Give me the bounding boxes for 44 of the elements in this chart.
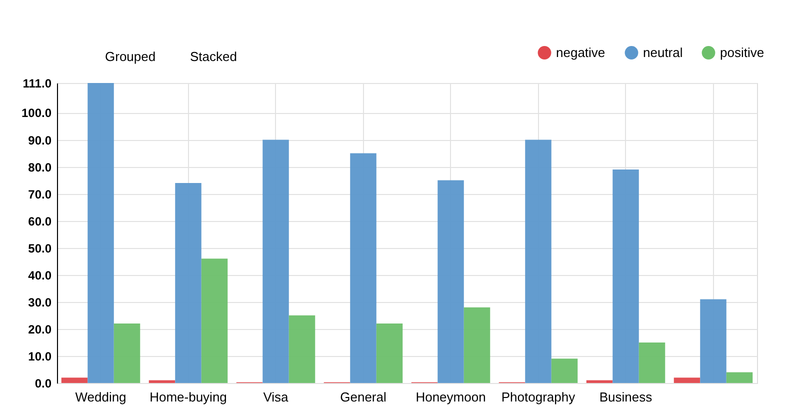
bar: [262, 140, 289, 383]
x-tick-label: Home-buying: [150, 390, 227, 404]
text: Grouped: [105, 49, 156, 64]
y-tick-label: 70.0: [28, 187, 52, 202]
y-tick-label: 80.0: [28, 160, 52, 174]
bar: [674, 378, 700, 383]
y-tick-label: 111.0: [22, 76, 52, 90]
bar: [114, 324, 140, 383]
y-tick-label: 40.0: [28, 268, 52, 282]
x-tick-label: Visa: [263, 390, 290, 404]
bar: [350, 153, 376, 383]
x-tick-label: General: [340, 390, 386, 404]
bar: [551, 358, 578, 383]
legend-label: positive: [720, 44, 764, 60]
legend-label: neutral: [643, 44, 683, 60]
x-tick-label: Honeymoon: [416, 390, 486, 404]
y-tick-label: 90.0: [28, 133, 52, 148]
bar: [586, 380, 613, 383]
y-tick-label: 100.0: [21, 106, 52, 120]
bar: [88, 83, 114, 383]
bar: [175, 183, 202, 383]
bar: [376, 324, 403, 383]
text: Stacked: [190, 49, 237, 64]
bar: [612, 169, 639, 383]
bar: [464, 307, 490, 383]
bar: [726, 372, 753, 383]
bar: [438, 180, 464, 383]
bar: [201, 258, 228, 383]
y-tick-label: 60.0: [28, 214, 52, 228]
y-tick-label: 50.0: [28, 241, 52, 256]
legend-label: negative: [556, 44, 606, 60]
bar: [148, 380, 176, 383]
y-tick-label: 30.0: [28, 295, 52, 310]
bar: [638, 342, 666, 383]
x-tick-label: Wedding: [75, 390, 126, 404]
x-tick-label: Business: [599, 390, 653, 404]
y-tick-label: 20.0: [28, 322, 52, 336]
bar: [61, 378, 88, 383]
bar: [525, 140, 552, 383]
x-tick-label: Photography: [501, 390, 576, 404]
bar: [288, 315, 316, 383]
y-tick-label: 10.0: [28, 349, 52, 364]
y-tick-label: 0.0: [34, 376, 52, 390]
bar: [700, 299, 726, 383]
